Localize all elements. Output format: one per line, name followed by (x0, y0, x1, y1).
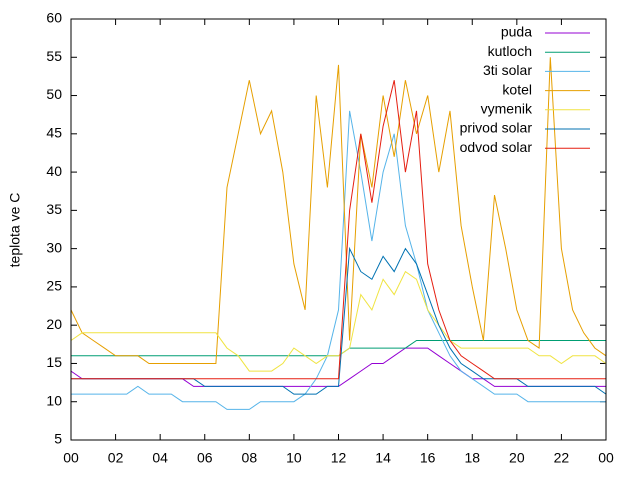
x-tick-label: 08 (242, 450, 258, 466)
y-tick-label: 45 (46, 125, 62, 141)
x-tick-label: 06 (197, 450, 213, 466)
y-tick-label: 60 (46, 10, 62, 26)
legend-label: kotel (502, 81, 532, 97)
series-line (70, 57, 607, 364)
series-line (71, 80, 606, 380)
x-tick-label: 10 (286, 450, 302, 466)
plot-border (70, 18, 607, 441)
legend-label: kutloch (488, 43, 532, 59)
x-tick-label: 18 (464, 450, 480, 466)
series-line (70, 270, 607, 372)
x-tick-label: 00 (63, 450, 79, 466)
y-tick-label: 55 (46, 48, 62, 64)
legend-label: puda (501, 24, 532, 40)
x-tick-label: 00 (598, 450, 614, 466)
legend-label: privod solar (460, 120, 533, 136)
y-tick-label: 25 (46, 278, 62, 294)
legend-label: odvod solar (460, 139, 533, 155)
y-tick-label: 50 (46, 86, 62, 102)
x-tick-label: 22 (554, 450, 570, 466)
x-tick-label: 04 (152, 450, 168, 466)
y-tick-label: 5 (54, 431, 62, 447)
x-tick-label: 02 (108, 450, 124, 466)
y-tick-label: 15 (46, 354, 62, 370)
x-tick-label: 14 (375, 450, 391, 466)
y-axis-label: teplota ve C (7, 193, 23, 268)
series-line (71, 110, 606, 410)
y-tick-label: 35 (46, 201, 62, 217)
y-tick-label: 20 (46, 316, 62, 332)
x-tick-label: 16 (420, 450, 436, 466)
y-tick-label: 10 (46, 392, 62, 408)
legend-label: vymenik (481, 101, 533, 117)
y-tick-label: 30 (46, 239, 62, 255)
x-tick-label: 12 (331, 450, 347, 466)
x-tick-label: 20 (509, 450, 525, 466)
y-tick-label: 40 (46, 163, 62, 179)
legend-label: 3ti solar (483, 62, 532, 78)
